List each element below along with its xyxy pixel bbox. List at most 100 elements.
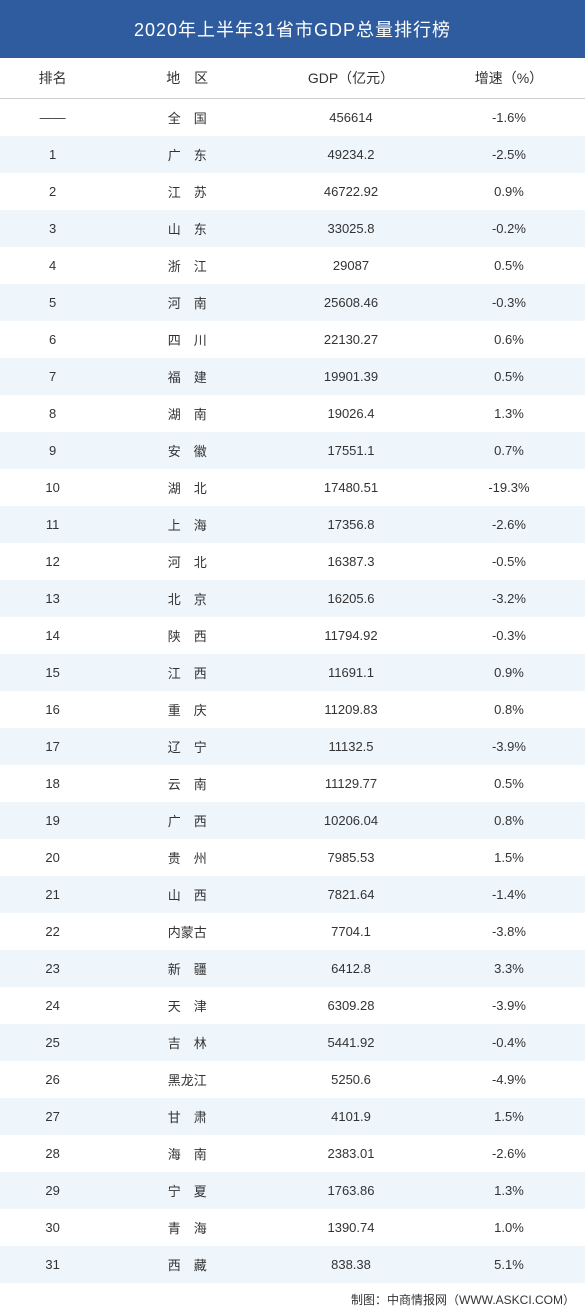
table-row: 4浙 江290870.5% xyxy=(0,247,585,284)
table-row: 17辽 宁11132.5-3.9% xyxy=(0,728,585,765)
cell-growth: 0.5% xyxy=(433,765,585,802)
table-row: 23新 疆6412.83.3% xyxy=(0,950,585,987)
cell-region: 河 北 xyxy=(105,543,269,580)
table-row: 10湖 北17480.51-19.3% xyxy=(0,469,585,506)
table-row: 16重 庆11209.830.8% xyxy=(0,691,585,728)
cell-gdp: 11691.1 xyxy=(269,654,433,691)
table-row: 20贵 州7985.531.5% xyxy=(0,839,585,876)
cell-region: 上 海 xyxy=(105,506,269,543)
cell-gdp: 6309.28 xyxy=(269,987,433,1024)
cell-region: 广 西 xyxy=(105,802,269,839)
cell-rank: 25 xyxy=(0,1024,105,1061)
table-row: 14陕 西11794.92-0.3% xyxy=(0,617,585,654)
cell-growth: 1.0% xyxy=(433,1209,585,1246)
cell-gdp: 456614 xyxy=(269,99,433,137)
cell-gdp: 6412.8 xyxy=(269,950,433,987)
cell-gdp: 5250.6 xyxy=(269,1061,433,1098)
table-row: 19广 西10206.040.8% xyxy=(0,802,585,839)
cell-growth: 1.5% xyxy=(433,839,585,876)
table-row: 3山 东33025.8-0.2% xyxy=(0,210,585,247)
table-row: 18云 南11129.770.5% xyxy=(0,765,585,802)
cell-gdp: 33025.8 xyxy=(269,210,433,247)
cell-rank: 8 xyxy=(0,395,105,432)
cell-growth: -0.3% xyxy=(433,284,585,321)
cell-gdp: 11209.83 xyxy=(269,691,433,728)
cell-rank: —— xyxy=(0,99,105,137)
header-gdp: GDP（亿元） xyxy=(269,58,433,99)
cell-rank: 31 xyxy=(0,1246,105,1283)
cell-rank: 9 xyxy=(0,432,105,469)
cell-growth: 1.3% xyxy=(433,1172,585,1209)
table-row: 8湖 南19026.41.3% xyxy=(0,395,585,432)
cell-gdp: 17480.51 xyxy=(269,469,433,506)
table-row: 12河 北16387.3-0.5% xyxy=(0,543,585,580)
cell-region: 河 南 xyxy=(105,284,269,321)
cell-growth: -1.6% xyxy=(433,99,585,137)
cell-gdp: 5441.92 xyxy=(269,1024,433,1061)
table-row: 5河 南25608.46-0.3% xyxy=(0,284,585,321)
cell-region: 黑龙江 xyxy=(105,1061,269,1098)
cell-region: 江 苏 xyxy=(105,173,269,210)
table-row: 24天 津6309.28-3.9% xyxy=(0,987,585,1024)
table-row: 27甘 肃4101.91.5% xyxy=(0,1098,585,1135)
cell-rank: 21 xyxy=(0,876,105,913)
page-title: 2020年上半年31省市GDP总量排行榜 xyxy=(0,0,585,58)
cell-rank: 19 xyxy=(0,802,105,839)
cell-region: 广 东 xyxy=(105,136,269,173)
cell-region: 山 东 xyxy=(105,210,269,247)
footer-credit: 制图：中商情报网（WWW.ASKCI.COM） xyxy=(0,1283,585,1316)
table-row: 31西 藏838.385.1% xyxy=(0,1246,585,1283)
cell-growth: 0.8% xyxy=(433,691,585,728)
cell-rank: 23 xyxy=(0,950,105,987)
cell-region: 重 庆 xyxy=(105,691,269,728)
cell-rank: 28 xyxy=(0,1135,105,1172)
cell-growth: -0.3% xyxy=(433,617,585,654)
cell-gdp: 22130.27 xyxy=(269,321,433,358)
cell-gdp: 1763.86 xyxy=(269,1172,433,1209)
cell-growth: -3.2% xyxy=(433,580,585,617)
cell-rank: 18 xyxy=(0,765,105,802)
cell-growth: -3.8% xyxy=(433,913,585,950)
cell-rank: 10 xyxy=(0,469,105,506)
cell-region: 西 藏 xyxy=(105,1246,269,1283)
cell-gdp: 16387.3 xyxy=(269,543,433,580)
cell-rank: 29 xyxy=(0,1172,105,1209)
cell-region: 青 海 xyxy=(105,1209,269,1246)
cell-gdp: 10206.04 xyxy=(269,802,433,839)
cell-region: 贵 州 xyxy=(105,839,269,876)
cell-growth: 0.5% xyxy=(433,247,585,284)
cell-growth: -2.6% xyxy=(433,1135,585,1172)
cell-growth: 1.3% xyxy=(433,395,585,432)
cell-region: 浙 江 xyxy=(105,247,269,284)
cell-rank: 1 xyxy=(0,136,105,173)
table-row: 13北 京16205.6-3.2% xyxy=(0,580,585,617)
cell-gdp: 19901.39 xyxy=(269,358,433,395)
cell-region: 陕 西 xyxy=(105,617,269,654)
cell-gdp: 17551.1 xyxy=(269,432,433,469)
cell-rank: 20 xyxy=(0,839,105,876)
cell-rank: 24 xyxy=(0,987,105,1024)
table-row: 9安 徽17551.10.7% xyxy=(0,432,585,469)
cell-growth: -19.3% xyxy=(433,469,585,506)
cell-region: 湖 南 xyxy=(105,395,269,432)
cell-region: 江 西 xyxy=(105,654,269,691)
cell-growth: -3.9% xyxy=(433,728,585,765)
cell-gdp: 11132.5 xyxy=(269,728,433,765)
table-row: 29宁 夏1763.861.3% xyxy=(0,1172,585,1209)
cell-gdp: 16205.6 xyxy=(269,580,433,617)
cell-growth: 5.1% xyxy=(433,1246,585,1283)
cell-growth: -2.6% xyxy=(433,506,585,543)
cell-growth: 0.9% xyxy=(433,173,585,210)
cell-rank: 6 xyxy=(0,321,105,358)
cell-gdp: 838.38 xyxy=(269,1246,433,1283)
cell-rank: 16 xyxy=(0,691,105,728)
header-region: 地 区 xyxy=(105,58,269,99)
cell-growth: -3.9% xyxy=(433,987,585,1024)
cell-region: 吉 林 xyxy=(105,1024,269,1061)
cell-region: 天 津 xyxy=(105,987,269,1024)
cell-rank: 14 xyxy=(0,617,105,654)
cell-gdp: 2383.01 xyxy=(269,1135,433,1172)
table-row: 25吉 林5441.92-0.4% xyxy=(0,1024,585,1061)
cell-region: 湖 北 xyxy=(105,469,269,506)
cell-gdp: 17356.8 xyxy=(269,506,433,543)
